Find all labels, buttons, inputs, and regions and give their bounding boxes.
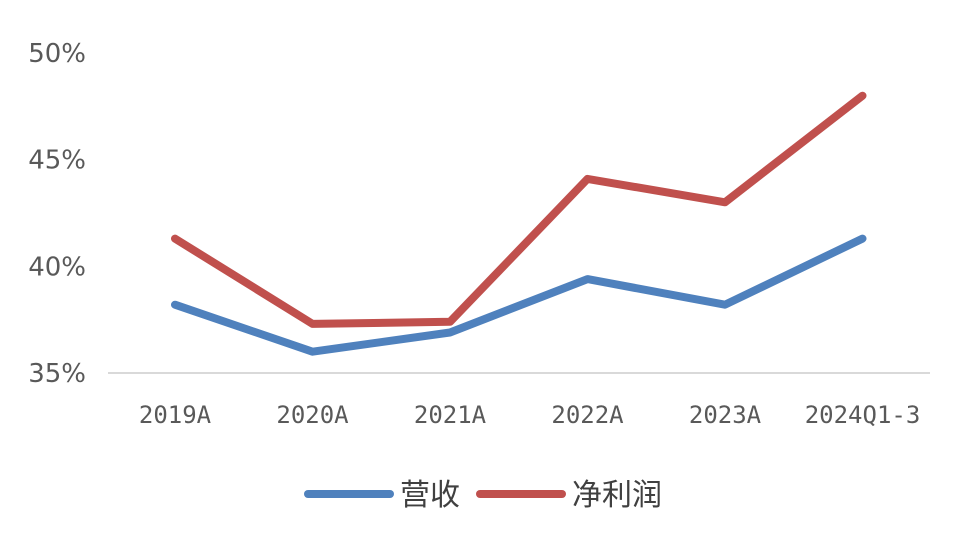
x-tick-label: 2024Q1-3 xyxy=(805,401,921,429)
series-line-1 xyxy=(171,91,867,328)
series-line-0 xyxy=(171,234,867,356)
x-tick-label: 2020A xyxy=(276,401,349,429)
y-tick-label: 50% xyxy=(28,39,86,69)
legend-label-0: 营收 xyxy=(400,478,460,513)
series-group xyxy=(171,91,867,356)
y-tick-label: 35% xyxy=(28,359,86,389)
x-tick-label: 2021A xyxy=(414,401,487,429)
legend-label-1: 净利润 xyxy=(572,478,662,513)
x-tick-label: 2023A xyxy=(689,401,762,429)
x-tick-label: 2022A xyxy=(551,401,624,429)
x-tick-label: 2019A xyxy=(139,401,212,429)
legend: 营收 净利润 xyxy=(304,478,662,513)
x-axis: 2019A 2020A 2021A 2022A 2023A 2024Q1-3 xyxy=(139,401,920,429)
y-axis: 35% 40% 45% 50% xyxy=(28,39,86,389)
y-tick-label: 45% xyxy=(28,146,86,176)
y-tick-label: 40% xyxy=(28,252,86,282)
